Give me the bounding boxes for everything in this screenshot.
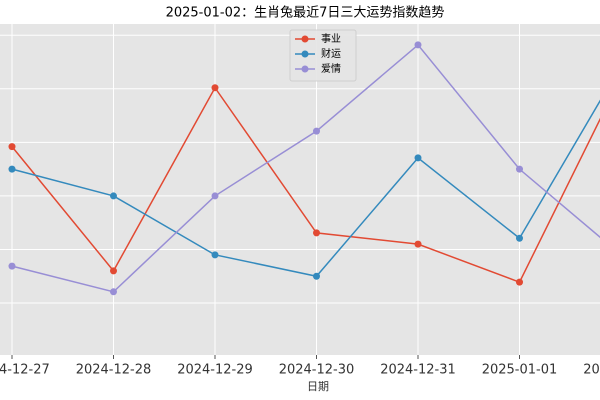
point — [211, 251, 219, 259]
legend-marker — [301, 50, 309, 58]
x-tick-label: 2025-01-02 — [583, 363, 600, 378]
point — [110, 192, 117, 200]
point — [516, 278, 523, 286]
point — [516, 234, 523, 242]
legend-label: 事业 — [321, 32, 341, 45]
x-tick-label: 2024-12-30 — [279, 363, 355, 378]
x-tick-label: 2024-12-27 — [0, 363, 50, 378]
point — [8, 143, 16, 151]
legend-label: 财运 — [321, 47, 341, 60]
x-tick-label: 2024-12-31 — [380, 363, 456, 378]
point — [110, 267, 117, 275]
point — [211, 84, 219, 92]
point — [313, 127, 320, 135]
legend-marker — [301, 35, 309, 43]
point — [110, 288, 117, 296]
x-tick-label: 2025-01-01 — [482, 363, 558, 378]
point — [8, 262, 16, 270]
point — [313, 272, 320, 280]
x-axis-label: 日期 — [307, 380, 329, 393]
legend-marker — [301, 65, 309, 73]
point — [414, 154, 422, 162]
point — [414, 41, 422, 49]
point — [211, 192, 219, 200]
point — [414, 240, 422, 248]
x-tick-label: 2024-12-28 — [76, 363, 152, 378]
chart-title: 2025-01-02：生肖兔最近7日三大运势指数趋势 — [166, 5, 445, 21]
point — [516, 165, 523, 173]
legend-label: 爱情 — [321, 62, 341, 75]
point — [313, 229, 320, 237]
x-tick-label: 2024-12-29 — [177, 363, 253, 378]
point — [8, 165, 16, 173]
